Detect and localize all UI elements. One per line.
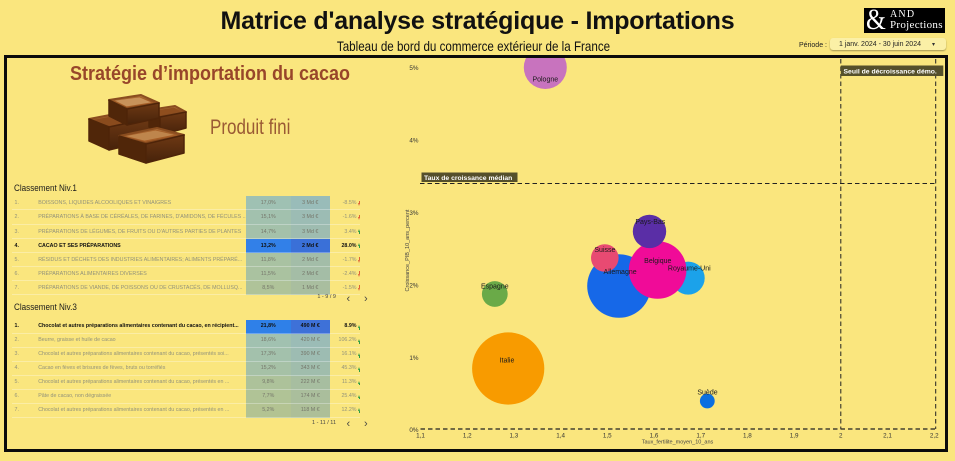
svg-text:1,7: 1,7 [696, 432, 705, 439]
svg-text:2%: 2% [409, 282, 419, 289]
svg-text:Pays-Bas: Pays-Bas [635, 219, 665, 226]
svg-text:Suède: Suède [697, 389, 717, 396]
svg-text:2: 2 [839, 432, 843, 439]
svg-text:Belgique: Belgique [644, 257, 671, 264]
svg-text:Espagne: Espagne [481, 283, 509, 290]
svg-text:1,5: 1,5 [603, 432, 612, 439]
svg-text:Allemagne: Allemagne [604, 269, 637, 276]
svg-text:5%: 5% [409, 65, 419, 72]
svg-text:1,6: 1,6 [650, 432, 659, 439]
svg-text:1%: 1% [409, 355, 419, 362]
svg-text:Royaume-Uni: Royaume-Uni [668, 265, 711, 272]
svg-text:Croissance_PIB_10_ans_percent: Croissance_PIB_10_ans_percent [405, 209, 411, 291]
svg-text:Italie: Italie [500, 357, 515, 364]
svg-text:Seuil de décroissance démo.: Seuil de décroissance démo. [844, 68, 937, 75]
svg-text:Taux de croissance médian: Taux de croissance médian [424, 174, 512, 181]
svg-text:1,2: 1,2 [463, 432, 472, 439]
svg-text:Suisse: Suisse [594, 247, 615, 254]
svg-text:1,8: 1,8 [743, 432, 752, 439]
svg-text:1,3: 1,3 [510, 432, 519, 439]
svg-text:4%: 4% [409, 137, 419, 144]
svg-text:1,4: 1,4 [556, 432, 565, 439]
svg-text:2,1: 2,1 [883, 432, 892, 439]
svg-text:2,2: 2,2 [930, 432, 939, 439]
svg-text:Taux_fertilite_moyen_10_ans: Taux_fertilite_moyen_10_ans [642, 439, 714, 445]
svg-text:Pologne: Pologne [532, 76, 558, 83]
svg-text:3%: 3% [409, 210, 419, 217]
svg-text:1,1: 1,1 [416, 432, 425, 439]
svg-text:1,9: 1,9 [790, 432, 799, 439]
svg-text:0%: 0% [409, 427, 419, 434]
